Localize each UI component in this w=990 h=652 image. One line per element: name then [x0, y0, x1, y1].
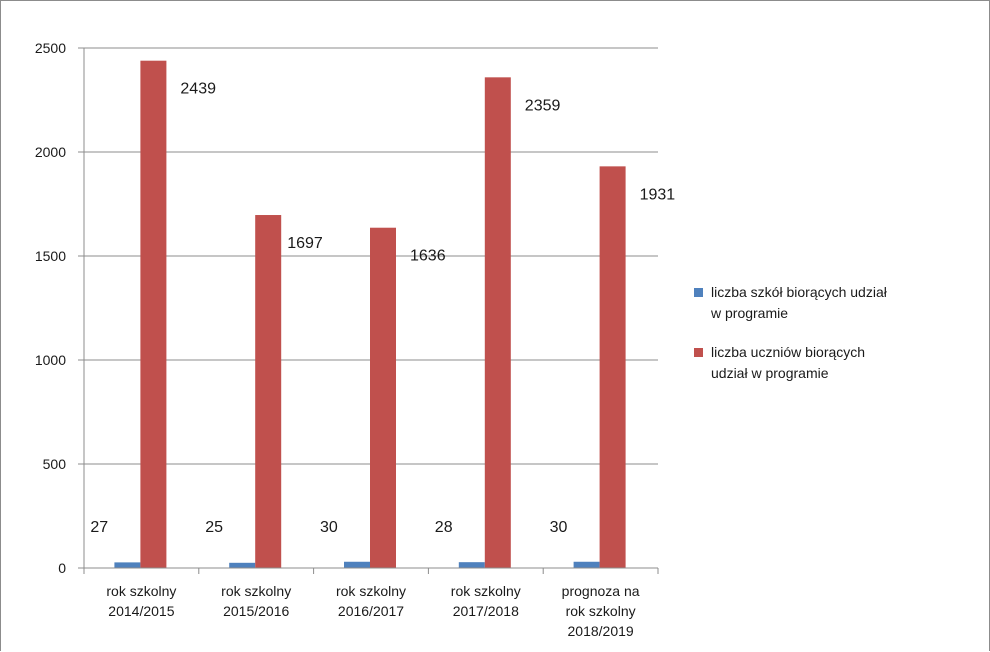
x-tick-label-3-line-1: rok szkolny: [336, 583, 406, 599]
bar-students-5: [599, 166, 626, 569]
data-label-students-3: 1636: [410, 248, 446, 265]
y-tick-label-1500: 1500: [35, 248, 66, 264]
data-label-schools-3: 30: [320, 519, 338, 536]
data-label-students-4: 2359: [525, 97, 561, 114]
y-axis-tick-labels: 0 500 1000 1500 2000 2500: [35, 40, 66, 576]
bar-schools-1: [114, 562, 141, 568]
bar-schools-4: [458, 562, 485, 568]
data-labels: 27 2439 25 1697 30 1636 28 2359 30 1931: [90, 81, 675, 536]
data-label-schools-4: 28: [435, 519, 453, 536]
y-tick-label-1000: 1000: [35, 352, 66, 368]
bar-schools-3: [344, 561, 370, 568]
bar-students-3: [370, 227, 396, 568]
y-tick-label-2500: 2500: [35, 40, 66, 56]
legend: liczba szkół biorących udział w programie…: [694, 284, 888, 381]
legend-swatch-1: [694, 288, 703, 297]
bar-schools-2: [229, 562, 256, 568]
y-tick-label-0: 0: [58, 560, 66, 576]
y-tick-label-500: 500: [43, 456, 67, 472]
data-label-schools-5: 30: [550, 519, 568, 536]
legend-label-1-line-1: liczba szkół biorących udział: [711, 284, 888, 300]
legend-label-2-line-2: udział w programie: [711, 365, 829, 381]
legend-label-2-line-1: liczba uczniów biorących: [711, 344, 865, 360]
data-label-students-5: 1931: [640, 186, 676, 203]
x-tick-label-4-line-2: 2017/2018: [453, 603, 519, 619]
x-tick-label-5-line-2: rok szkolny: [566, 603, 636, 619]
legend-label-1-line-2: w programie: [710, 305, 788, 321]
y-tick-label-2000: 2000: [35, 144, 66, 160]
legend-swatch-2: [694, 348, 703, 357]
data-label-schools-1: 27: [90, 519, 108, 536]
bar-schools-5: [573, 561, 600, 568]
data-label-students-1: 2439: [180, 81, 216, 98]
x-tick-label-2-line-1: rok szkolny: [221, 583, 291, 599]
bars: [114, 60, 626, 569]
x-tick-label-3-line-2: 2016/2017: [338, 603, 404, 619]
x-axis: rok szkolny 2014/2015 rok szkolny 2015/2016…: [83, 567, 659, 639]
data-label-schools-2: 25: [205, 519, 223, 536]
x-tick-label-5-line-3: 2018/2019: [568, 623, 634, 639]
x-tick-label-4-line-1: rok szkolny: [451, 583, 521, 599]
x-tick-label-5-line-1: prognoza na: [562, 583, 640, 599]
x-tick-label-2-line-2: 2015/2016: [223, 603, 289, 619]
bar-students-4: [484, 77, 511, 568]
x-tick-label-1-line-2: 2014/2015: [108, 603, 174, 619]
x-tick-label-1-line-1: rok szkolny: [106, 583, 176, 599]
bar-students-1: [140, 60, 167, 569]
bar-students-2: [255, 215, 282, 569]
data-label-students-2: 1697: [287, 235, 323, 252]
